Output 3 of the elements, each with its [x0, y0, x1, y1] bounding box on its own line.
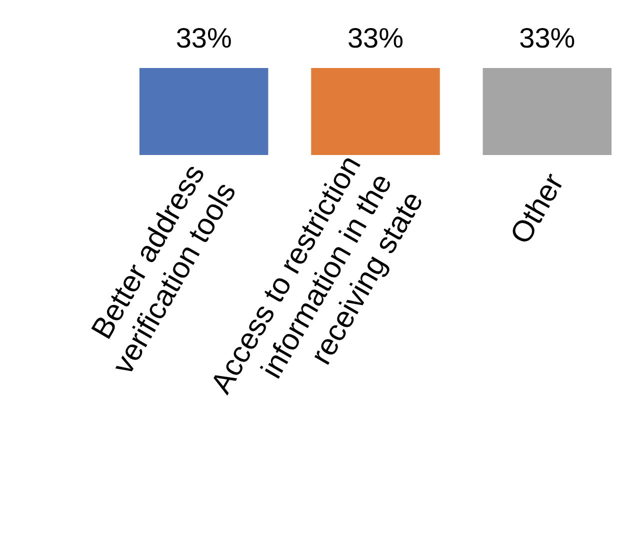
data-label: 33% — [176, 22, 232, 54]
data-label: 33% — [519, 22, 576, 54]
data-label: 33% — [347, 22, 404, 54]
